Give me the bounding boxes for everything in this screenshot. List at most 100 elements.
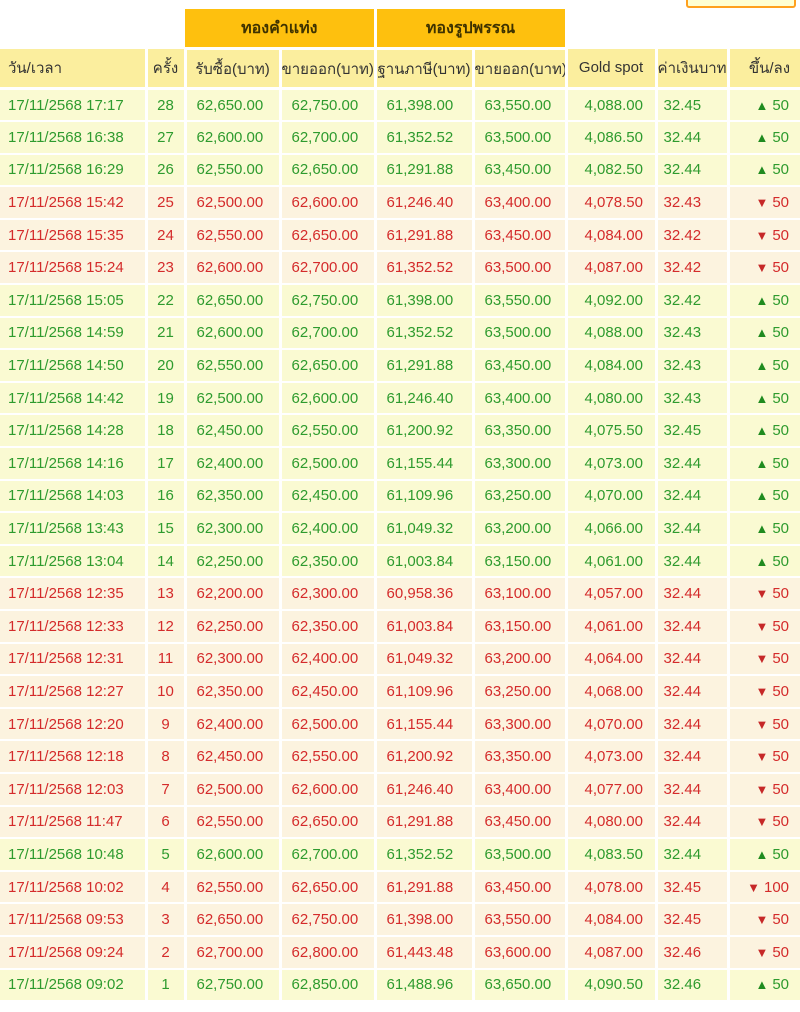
tax-base-cell: 61,352.52 [375,838,475,872]
up-arrow-icon: ▲ [755,390,769,406]
change-cell: ▼ 50 [728,740,800,774]
bar-buy-cell: 62,600.00 [185,251,282,286]
bar-sell-cell: 62,650.00 [280,870,377,905]
bar-buy-cell: 62,600.00 [185,121,282,155]
group-header-gold-bar: ทองคำแท่ง [185,0,377,50]
bar-buy-cell: 62,600.00 [185,316,282,351]
table-row: 17/11/2568 09:02 1 62,750.00 62,850.00 61,48… [0,968,800,1003]
ornament-sell-cell: 63,550.00 [473,903,568,937]
tax-base-cell: 61,291.88 [375,218,475,253]
ornament-sell-cell: 63,600.00 [473,935,568,970]
change-value: 50 [772,389,790,407]
down-arrow-icon: ▼ [755,586,769,602]
bar-buy-cell: 62,500.00 [185,772,282,807]
change-value: 50 [772,487,790,505]
baht-rate-cell: 32.44 [656,838,730,872]
change-cell: ▲ 50 [728,349,800,383]
up-arrow-icon: ▲ [755,97,769,113]
round-cell: 4 [146,870,187,905]
bar-buy-cell: 62,500.00 [185,381,282,416]
bar-buy-cell: 62,650.00 [185,88,282,123]
bar-sell-cell: 62,550.00 [280,414,377,449]
column-header-bar-buy: รับซื้อ(บาท) [185,48,282,90]
datetime-cell: 17/11/2568 14:28 [0,414,148,449]
bar-buy-cell: 62,550.00 [185,870,282,905]
bar-buy-cell: 62,250.00 [185,610,282,644]
datetime-cell: 17/11/2568 15:05 [0,284,148,318]
down-arrow-icon: ▼ [747,879,760,895]
gold-spot-cell: 4,080.00 [566,805,658,840]
table-row: 17/11/2568 14:59 21 62,600.00 62,700.00 61,3… [0,316,800,351]
table-row: 17/11/2568 15:35 24 62,550.00 62,650.00 61,2… [0,218,800,253]
cutoff-top-button[interactable] [686,0,796,8]
up-arrow-icon: ▲ [755,553,769,569]
ornament-sell-cell: 63,200.00 [473,642,568,677]
change-cell: ▼ 50 [728,251,800,286]
datetime-cell: 17/11/2568 09:02 [0,968,148,1003]
bar-buy-cell: 62,400.00 [185,447,282,481]
tax-base-cell: 61,488.96 [375,968,475,1003]
down-arrow-icon: ▼ [755,651,769,667]
ornament-sell-cell: 63,650.00 [473,968,568,1003]
bar-buy-cell: 62,250.00 [185,544,282,579]
bar-buy-cell: 62,550.00 [185,153,282,188]
ornament-sell-cell: 63,400.00 [473,186,568,220]
datetime-cell: 17/11/2568 14:16 [0,447,148,481]
down-arrow-icon: ▼ [755,260,769,276]
group-header-spacer-right [566,4,800,49]
round-cell: 8 [146,740,187,774]
tax-base-cell: 61,352.52 [375,251,475,286]
up-arrow-icon: ▲ [755,455,769,471]
change-value: 50 [772,96,790,114]
change-value: 50 [772,682,790,700]
change-cell: ▲ 50 [728,479,800,514]
table-row: 17/11/2568 16:29 26 62,550.00 62,650.00 61,2… [0,153,800,188]
tax-base-cell: 61,291.88 [375,349,475,383]
table-row: 17/11/2568 12:33 12 62,250.00 62,350.00 61,0… [0,610,800,644]
bar-sell-cell: 62,850.00 [280,968,377,1003]
table-row: 17/11/2568 12:35 13 62,200.00 62,300.00 60,9… [0,577,800,611]
gold-spot-cell: 4,088.00 [566,88,658,123]
change-cell: ▲ 50 [728,968,800,1003]
bar-buy-cell: 62,650.00 [185,284,282,318]
up-arrow-icon: ▲ [755,325,769,341]
datetime-cell: 17/11/2568 14:03 [0,479,148,514]
baht-rate-cell: 32.43 [656,186,730,220]
tax-base-cell: 61,246.40 [375,772,475,807]
gold-spot-cell: 4,090.50 [566,968,658,1003]
datetime-cell: 17/11/2568 12:18 [0,740,148,774]
gold-spot-cell: 4,061.00 [566,544,658,579]
gold-spot-cell: 4,086.50 [566,121,658,155]
table-row: 17/11/2568 12:27 10 62,350.00 62,450.00 61,1… [0,675,800,709]
table-row: 17/11/2568 14:42 19 62,500.00 62,600.00 61,2… [0,381,800,416]
gold-spot-cell: 4,083.50 [566,838,658,872]
bar-sell-cell: 62,300.00 [280,577,377,611]
change-cell: ▲ 50 [728,381,800,416]
bar-sell-cell: 62,350.00 [280,544,377,579]
datetime-cell: 17/11/2568 16:29 [0,153,148,188]
change-value: 50 [772,357,790,375]
change-cell: ▲ 50 [728,284,800,318]
bar-buy-cell: 62,600.00 [185,838,282,872]
table-row: 17/11/2568 12:18 8 62,450.00 62,550.00 61,20… [0,740,800,774]
bar-sell-cell: 62,450.00 [280,675,377,709]
down-arrow-icon: ▼ [755,912,769,928]
round-cell: 1 [146,968,187,1003]
round-cell: 12 [146,610,187,644]
gold-spot-cell: 4,082.50 [566,153,658,188]
bar-sell-cell: 62,600.00 [280,186,377,220]
change-cell: ▼ 50 [728,903,800,937]
round-cell: 5 [146,838,187,872]
bar-sell-cell: 62,450.00 [280,479,377,514]
bar-sell-cell: 62,550.00 [280,740,377,774]
column-header-tax-base: ฐานภาษี(บาท) [375,48,475,90]
bar-sell-cell: 62,650.00 [280,218,377,253]
up-arrow-icon: ▲ [755,162,769,178]
table-row: 17/11/2568 15:05 22 62,650.00 62,750.00 61,3… [0,284,800,318]
change-value: 50 [772,585,790,603]
round-cell: 15 [146,512,187,546]
baht-rate-cell: 32.46 [656,935,730,970]
datetime-cell: 17/11/2568 12:33 [0,610,148,644]
tax-base-cell: 61,155.44 [375,447,475,481]
